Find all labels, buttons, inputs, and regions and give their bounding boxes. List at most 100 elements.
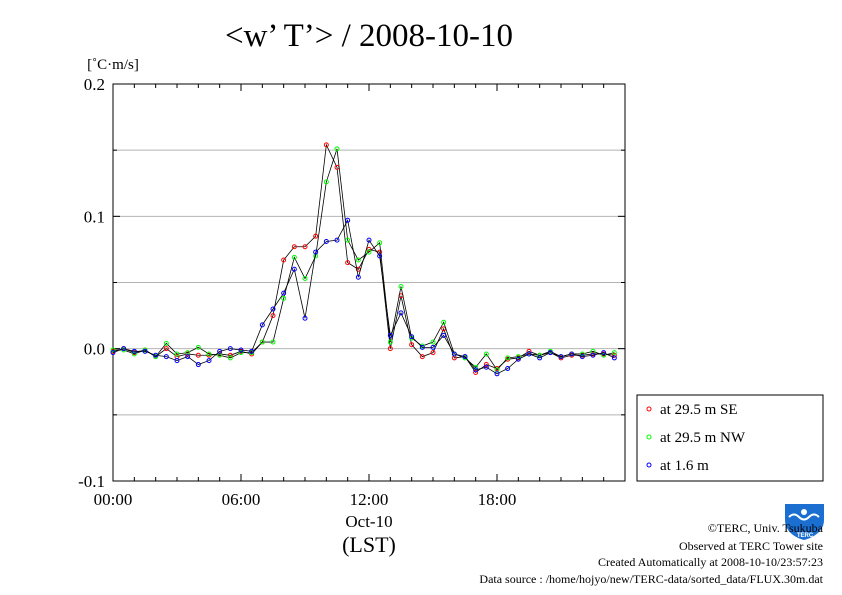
data-point (163, 346, 169, 352)
data-point (387, 332, 393, 338)
data-point (238, 350, 244, 356)
data-point (611, 350, 617, 356)
data-point (409, 342, 415, 348)
data-point (441, 319, 447, 325)
data-point (302, 315, 308, 321)
y-tick-label: -0.1 (78, 472, 105, 491)
legend-label: at 29.5 m NW (660, 430, 746, 446)
data-point (601, 350, 607, 356)
data-point (377, 240, 383, 246)
data-point (174, 351, 180, 357)
data-point (505, 366, 511, 372)
data-point (323, 238, 329, 244)
x-tick-label: 00:00 (94, 490, 133, 509)
legend-marker (646, 406, 652, 412)
data-point (366, 246, 372, 252)
credit-copyright: ©TERC, Univ. Tsukuba (708, 521, 824, 535)
data-point (430, 350, 436, 356)
data-point (526, 351, 532, 357)
logo-text: TERC (797, 533, 814, 539)
data-point (206, 358, 212, 364)
data-point (206, 351, 212, 357)
data-point (313, 233, 319, 239)
axis-ticks (112, 83, 626, 482)
x-axis-label: (LST) (342, 532, 396, 557)
legend-label: at 29.5 m SE (660, 402, 738, 418)
data-point (195, 352, 201, 358)
date-label: Oct-10 (345, 512, 392, 531)
data-point (398, 283, 404, 289)
data-point (483, 351, 489, 357)
data-point (142, 348, 148, 354)
data-point (110, 347, 116, 353)
data-point (227, 352, 233, 358)
data-point (345, 237, 351, 243)
data-point (483, 364, 489, 370)
y-tick-label: 0.1 (84, 207, 105, 226)
data-point (355, 274, 361, 280)
data-point (259, 322, 265, 328)
credit-site: Observed at TERC Tower site (679, 539, 823, 553)
data-point (217, 348, 223, 354)
logo-droplet (801, 509, 807, 515)
data-point (270, 313, 276, 319)
data-point (302, 244, 308, 250)
chart-title: <w’ T’> / 2008-10-10 (225, 18, 513, 54)
x-tick-label: 18:00 (478, 490, 517, 509)
data-point (270, 339, 276, 345)
data-point (291, 254, 297, 260)
credit-created: Created Automatically at 2008-10-10/23:5… (598, 555, 823, 569)
data-point (537, 355, 543, 361)
data-point (611, 352, 617, 358)
data-point (366, 249, 372, 255)
data-point (195, 362, 201, 368)
data-point (270, 306, 276, 312)
data-point (227, 355, 233, 361)
data-point (569, 351, 575, 357)
data-point (345, 217, 351, 223)
data-point (601, 352, 607, 358)
data-point (611, 355, 617, 361)
data-point (291, 266, 297, 272)
data-point (313, 249, 319, 255)
legend-box (636, 394, 824, 482)
x-tick-label: 12:00 (350, 490, 389, 509)
legend-marker (646, 462, 652, 468)
terc-logo: TERC (785, 504, 824, 540)
data-point (579, 351, 585, 357)
data-point (291, 244, 297, 250)
legend: at 29.5 m SE at 29.5 m NW at 1.6 m (646, 402, 746, 474)
data-point (355, 257, 361, 263)
series-lines (110, 142, 617, 377)
data-point (377, 253, 383, 259)
data-point (387, 346, 393, 352)
data-point (590, 352, 596, 358)
legend-marker (646, 434, 652, 440)
data-point (131, 348, 137, 354)
x-tick-label: 06:00 (222, 490, 261, 509)
data-point (473, 369, 479, 375)
data-point (494, 371, 500, 377)
x-tick-labels: 00:00 06:00 12:00 18:00 (94, 490, 517, 509)
data-point (323, 179, 329, 185)
data-point (398, 310, 404, 316)
y-axis-unit: [˚C·m/s] (87, 57, 139, 73)
y-tick-label: 0.2 (84, 75, 105, 94)
data-point (387, 339, 393, 345)
data-point (579, 354, 585, 360)
data-point (345, 260, 351, 266)
data-point (515, 354, 521, 360)
data-point (195, 344, 201, 350)
data-point (515, 356, 521, 362)
data-point (281, 295, 287, 301)
logo-drop-shape (785, 504, 824, 540)
data-point (323, 142, 329, 148)
data-point (483, 362, 489, 368)
data-point (419, 354, 425, 360)
data-point (238, 347, 244, 353)
data-point (409, 334, 415, 340)
data-point (227, 346, 233, 352)
data-point (505, 355, 511, 361)
data-point (163, 354, 169, 360)
